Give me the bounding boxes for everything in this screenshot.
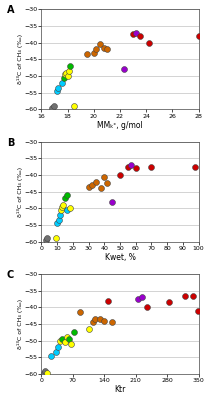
Point <box>147 39 151 46</box>
Point <box>110 198 114 205</box>
Point <box>68 205 71 212</box>
Point <box>99 185 103 192</box>
Point <box>57 84 60 91</box>
Point <box>99 41 102 48</box>
Point <box>50 353 53 359</box>
Point <box>94 316 97 322</box>
Point <box>78 309 81 316</box>
Point <box>67 68 71 74</box>
Point <box>90 182 93 188</box>
Point <box>60 204 63 210</box>
Point <box>136 296 140 302</box>
Point <box>68 336 71 342</box>
Point <box>43 368 47 374</box>
Point <box>98 316 101 322</box>
Point <box>118 172 122 178</box>
Point <box>66 73 69 79</box>
Point <box>122 66 126 72</box>
Point <box>106 180 109 186</box>
Point <box>87 184 90 190</box>
Point <box>62 202 65 208</box>
X-axis label: Ktr: Ktr <box>114 386 126 394</box>
Point <box>111 319 114 326</box>
Point <box>87 326 90 332</box>
Point <box>194 164 197 170</box>
Point <box>102 44 106 51</box>
Point <box>59 212 62 218</box>
Point <box>70 341 73 347</box>
Point <box>63 339 66 346</box>
Text: B: B <box>7 138 14 148</box>
Point <box>168 299 171 306</box>
Point <box>91 319 95 326</box>
Point <box>145 304 149 310</box>
Point <box>63 195 67 202</box>
Point <box>54 235 57 242</box>
Point <box>95 178 98 185</box>
Y-axis label: δ¹³C of CH₄ (‰): δ¹³C of CH₄ (‰) <box>17 299 23 349</box>
Point <box>45 369 49 376</box>
Point <box>64 70 68 76</box>
Point <box>95 46 98 52</box>
Point <box>68 63 72 69</box>
Point <box>65 334 69 341</box>
Point <box>55 88 59 94</box>
Point <box>59 207 63 213</box>
Point <box>85 51 89 58</box>
Point <box>197 33 200 39</box>
Point <box>55 220 59 227</box>
X-axis label: MMₖᶜ, g/mol: MMₖᶜ, g/mol <box>97 121 143 130</box>
Point <box>65 207 68 213</box>
Point <box>61 80 64 86</box>
Point <box>134 29 137 36</box>
Point <box>62 74 65 81</box>
Point <box>150 164 153 170</box>
Point <box>134 165 137 172</box>
Point <box>53 103 56 109</box>
Point <box>131 31 135 38</box>
Point <box>102 174 106 180</box>
Point <box>65 192 68 198</box>
Point <box>126 164 130 170</box>
Text: C: C <box>7 270 14 280</box>
Point <box>106 298 110 304</box>
Point <box>45 235 49 242</box>
Point <box>59 338 62 344</box>
Point <box>42 369 45 376</box>
Point <box>56 344 60 351</box>
Point <box>196 308 199 314</box>
Point <box>57 217 60 223</box>
Point <box>92 49 95 56</box>
Point <box>102 318 106 324</box>
X-axis label: Kwet, %: Kwet, % <box>105 253 135 262</box>
Y-axis label: δ¹³C of CH₄ (‰): δ¹³C of CH₄ (‰) <box>17 167 23 217</box>
Point <box>183 292 187 299</box>
Point <box>105 46 109 52</box>
Point <box>54 349 57 356</box>
Point <box>63 71 67 78</box>
Y-axis label: δ¹³C of CH₄ (‰): δ¹³C of CH₄ (‰) <box>17 34 23 84</box>
Point <box>61 336 64 342</box>
Point <box>72 103 76 109</box>
Point <box>72 329 75 336</box>
Point <box>44 237 48 243</box>
Point <box>141 294 144 300</box>
Point <box>138 33 141 39</box>
Point <box>192 292 195 299</box>
Point <box>129 162 133 168</box>
Point <box>50 104 54 111</box>
Text: A: A <box>7 5 14 15</box>
